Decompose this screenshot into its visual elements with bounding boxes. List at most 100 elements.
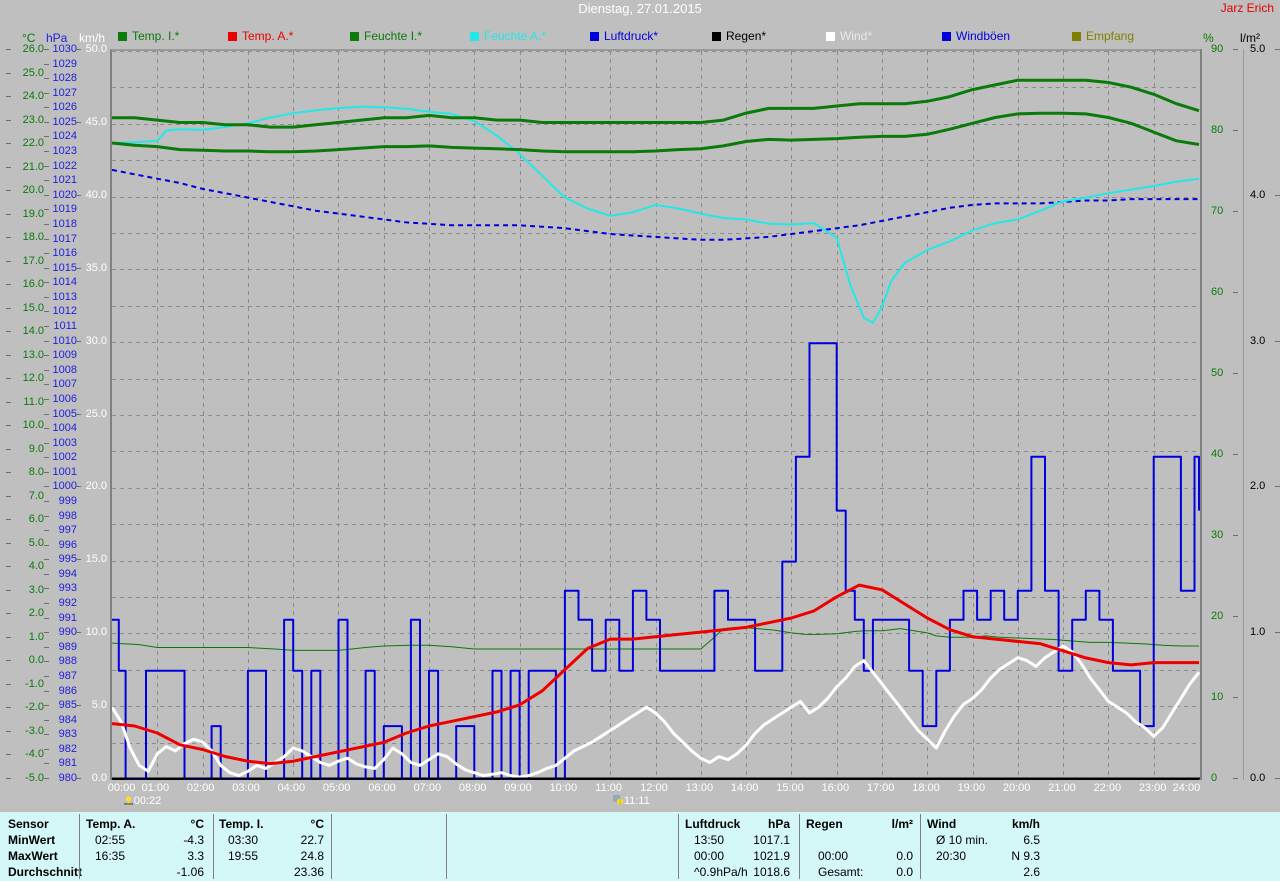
summary-table: Sensor MinWert MaxWert Durchschnitt Temp. A.… bbox=[0, 812, 1280, 881]
tick-temperature-mark bbox=[6, 636, 11, 638]
tick-time: 01:00 bbox=[141, 782, 170, 794]
legend-item-luftdruck[interactable]: Luftdruck* bbox=[590, 29, 658, 43]
tick-pressure-mark bbox=[44, 559, 49, 561]
legend-item-feuchte-aussen[interactable]: Feuchte A.* bbox=[470, 29, 546, 43]
tick-pressure: 1023 bbox=[52, 145, 77, 158]
tick-humidity: 60 bbox=[1211, 286, 1224, 298]
tick-wind-mark bbox=[76, 486, 81, 488]
legend-label-empfang: Empfang bbox=[1086, 29, 1135, 43]
legend-item-empfang[interactable]: Empfang bbox=[1072, 29, 1134, 43]
moonrise-icon bbox=[612, 795, 624, 806]
series-tempi bbox=[112, 78, 1200, 129]
tick-time: 07:00 bbox=[413, 782, 442, 794]
tick-time: 04:00 bbox=[277, 782, 306, 794]
tick-temperature-mark bbox=[6, 49, 11, 50]
tick-wind: 10.0 bbox=[85, 626, 107, 639]
tick-temperature-mark bbox=[6, 589, 11, 591]
tick-time: 10:00 bbox=[549, 782, 578, 794]
tick-pressure: 1005 bbox=[52, 407, 77, 420]
tick-pressure-mark bbox=[44, 778, 49, 779]
tick-pressure-mark bbox=[44, 107, 49, 109]
legend-item-temp-aussen[interactable]: Temp. A.* bbox=[228, 29, 293, 43]
tick-temperature-mark bbox=[6, 495, 11, 497]
tick-humidity-mark bbox=[1233, 616, 1238, 617]
summary-head-temp-innen: Temp. I. bbox=[219, 817, 264, 831]
tick-pressure-mark bbox=[44, 326, 49, 328]
tick-temperature: 1.0 bbox=[28, 630, 44, 643]
legend-label-windboen: Windböen bbox=[956, 29, 1011, 43]
tick-temperature: 23.0 bbox=[22, 113, 44, 126]
tick-wind-mark bbox=[76, 705, 81, 707]
series-wind bbox=[112, 644, 1200, 779]
summary-min-time-temp-aussen: 02:55 bbox=[95, 833, 126, 847]
tick-pressure-mark bbox=[44, 136, 49, 138]
tick-wind: 45.0 bbox=[85, 115, 107, 128]
tick-pressure: 992 bbox=[58, 597, 77, 610]
tick-wind-mark bbox=[76, 778, 81, 779]
legend-item-feuchte-innen[interactable]: Feuchte I.* bbox=[350, 29, 422, 43]
time-marker-1[interactable]: 11:11 bbox=[612, 795, 650, 807]
summary-unit-temp-innen: °C bbox=[310, 817, 324, 831]
summary-max-time-temp-aussen: 16:35 bbox=[95, 849, 126, 863]
tick-wind: 50.0 bbox=[85, 43, 107, 55]
series-feuchtei bbox=[112, 111, 1200, 154]
tick-pressure: 983 bbox=[58, 728, 77, 741]
summary-column-divider bbox=[799, 814, 800, 879]
tick-temperature: 16.0 bbox=[22, 278, 44, 291]
tick-pressure: 984 bbox=[58, 713, 77, 726]
axis-unit-lm2: l/m² bbox=[1240, 31, 1260, 45]
tick-time: 06:00 bbox=[368, 782, 396, 794]
summary-row-label: Sensor bbox=[8, 817, 49, 831]
series-feuchtea bbox=[112, 105, 1200, 324]
tick-temperature: 22.0 bbox=[22, 137, 44, 150]
tick-pressure: 985 bbox=[58, 699, 77, 712]
tick-wind-mark bbox=[76, 413, 81, 415]
tick-pressure: 1015 bbox=[52, 261, 77, 274]
tick-pressure-mark bbox=[44, 661, 49, 663]
tick-temperature: 0.0 bbox=[28, 654, 44, 667]
summary-avg-value-wind: 2.6 bbox=[1023, 865, 1040, 879]
tick-temperature: 8.0 bbox=[28, 466, 44, 479]
time-marker-0[interactable]: 00:22 bbox=[123, 795, 161, 807]
chart-plot-area[interactable] bbox=[110, 49, 1200, 780]
tick-humidity: 80 bbox=[1211, 124, 1224, 136]
legend-swatch-feuchte-innen bbox=[350, 31, 359, 41]
summary-column-divider bbox=[446, 814, 447, 879]
summary-min-value-luftdruck: 1017.1 bbox=[753, 833, 790, 847]
tick-pressure-mark bbox=[44, 355, 49, 357]
tick-pressure-mark bbox=[44, 151, 49, 153]
legend-item-wind[interactable]: Wind* bbox=[826, 29, 872, 43]
tick-rain: 4.0 bbox=[1250, 188, 1266, 201]
tick-humidity-mark bbox=[1233, 373, 1238, 374]
summary-avg-value-temp-aussen: -1.06 bbox=[176, 865, 204, 879]
tick-temperature: 21.0 bbox=[22, 160, 44, 173]
tick-time: 21:00 bbox=[1048, 782, 1076, 794]
tick-temperature-mark bbox=[6, 260, 11, 262]
tick-temperature: 15.0 bbox=[22, 301, 44, 314]
tick-pressure: 1028 bbox=[52, 72, 77, 85]
tick-temperature-mark bbox=[6, 96, 11, 98]
legend-label-feuchte-innen: Feuchte I.* bbox=[364, 29, 423, 43]
tick-pressure-mark bbox=[44, 632, 49, 634]
tick-pressure-mark bbox=[44, 311, 49, 313]
legend-item-regen[interactable]: Regen* bbox=[712, 29, 766, 43]
tick-pressure-mark bbox=[44, 296, 49, 298]
legend-item-windboen[interactable]: Windböen bbox=[942, 29, 1010, 43]
tick-wind-mark bbox=[76, 559, 81, 561]
tick-temperature-mark bbox=[6, 778, 11, 779]
tick-wind-mark bbox=[76, 632, 81, 634]
tick-temperature-mark bbox=[6, 730, 11, 732]
tick-pressure-mark bbox=[44, 369, 49, 371]
tick-pressure-mark bbox=[44, 267, 49, 269]
tick-pressure: 986 bbox=[58, 684, 77, 697]
summary-column-divider bbox=[213, 814, 214, 879]
tick-temperature: 14.0 bbox=[22, 325, 44, 338]
legend-swatch-empfang bbox=[1072, 31, 1081, 41]
summary-max-time-wind: 20:30 bbox=[936, 849, 967, 863]
tick-time: 22:00 bbox=[1093, 782, 1122, 794]
tick-pressure-mark bbox=[44, 413, 49, 415]
legend-item-temp-innen[interactable]: Temp. I.* bbox=[118, 29, 179, 43]
tick-pressure: 1020 bbox=[52, 188, 77, 201]
tick-pressure: 1021 bbox=[52, 174, 77, 187]
legend-label-feuchte-aussen: Feuchte A.* bbox=[484, 29, 547, 43]
